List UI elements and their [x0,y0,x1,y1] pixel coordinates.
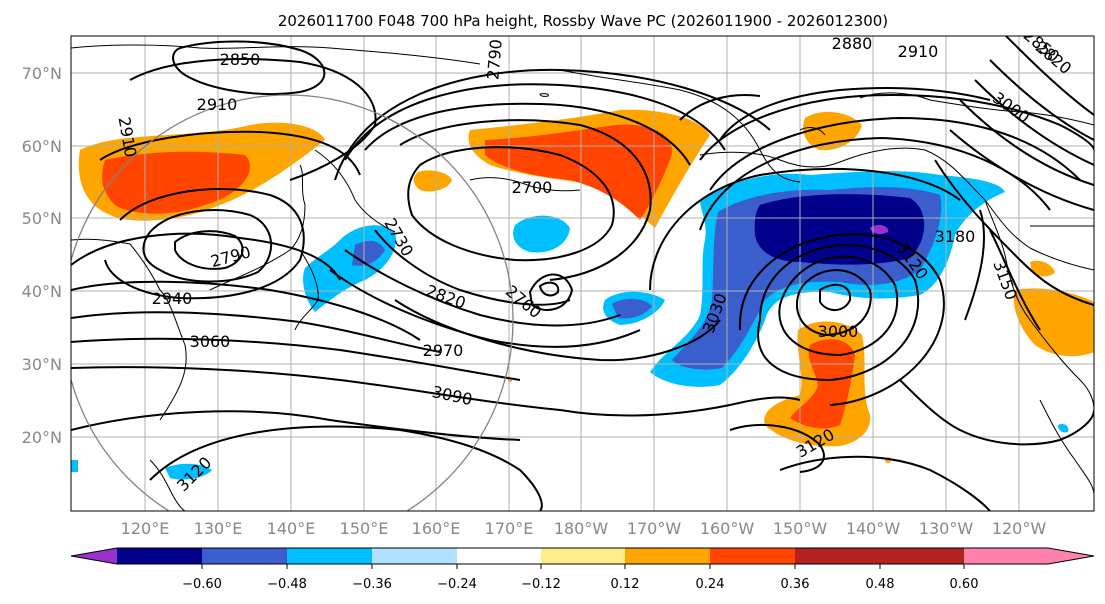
colorbar-tick-label: −0.48 [267,577,307,592]
lat-label: 20°N [22,428,62,447]
colorbar-tick-marks [201,564,965,569]
colorbar-swatch [457,548,541,564]
lon-label: 170°W [627,519,682,538]
colorbar-swatch [202,548,287,564]
colorbar-tick-label: 0.60 [950,577,979,592]
longitude-labels: 120°E 130°E 140°E 150°E 160°E 170°E 180°… [121,519,1047,538]
colorbar-tick-label: 0.24 [696,577,725,592]
positive-anomaly-shading [78,109,1094,463]
lon-label: 180°W [554,519,609,538]
colorbar-swatch [880,548,964,564]
lon-label: 150°E [340,519,389,538]
colorbar-swatch [372,548,457,564]
contour-label: 2880 [832,34,873,53]
colorbar-swatch [625,548,710,564]
lon-label: 120°E [121,519,170,538]
colorbar-swatch [287,548,372,564]
lat-label: 60°N [22,137,62,156]
graticule [71,36,1094,511]
lon-label: 170°E [485,519,534,538]
lon-label: 130°E [194,519,243,538]
colorbar-tick-label: 0.12 [611,577,640,592]
contour-label: 3000 [818,322,859,341]
colorbar-swatch [710,548,795,564]
lat-label: 70°N [22,64,62,83]
colorbar-swatch [117,548,202,564]
colorbar-tick-label: −0.24 [437,577,477,592]
lon-label: 130°W [919,519,974,538]
colorbar-extend-min [71,548,117,564]
colorbar-tick-label: 0.36 [781,577,810,592]
map-frame [70,35,1095,512]
contour-label: 3060 [190,332,231,351]
great-circle-ring [71,94,514,511]
map-title: 2026011700 F048 700 hPa height, Rossby W… [278,12,888,30]
latitude-labels: 70°N 60°N 50°N 40°N 30°N 20°N [22,64,62,447]
contour-label: 2970 [423,341,464,360]
colorbar-swatch [795,548,880,564]
contour-label: 2790 [483,38,505,80]
lon-label: 150°W [773,519,828,538]
contour-label: 2850 [220,50,261,69]
lon-label: 160°E [412,519,461,538]
contour-label: 2940 [152,289,193,308]
lon-label: 140°W [846,519,901,538]
colorbar: −0.60 −0.48 −0.36 −0.24 −0.12 0.12 0.24 … [70,547,1095,592]
lon-label: 120°W [992,519,1047,538]
lat-label: 40°N [22,282,62,301]
lon-label: 160°W [700,519,755,538]
coastlines [71,44,1094,511]
colorbar-tick-label: 0.48 [866,577,895,592]
contour-label: 2910 [898,42,939,61]
colorbar-tick-label: −0.12 [521,577,561,592]
map-area: 2850 2910 2910 2790 2940 3060 2730 2820 … [71,34,1094,511]
colorbar-tick-label: −0.36 [352,577,392,592]
colorbar-tick-label: −0.60 [182,577,222,592]
height-contours [71,36,1094,511]
colorbar-extend-max-shape [964,548,1094,564]
lat-label: 30°N [22,355,62,374]
contour-label: 2700 [512,178,553,197]
lon-label: 140°E [267,519,316,538]
colorbar-outline [70,547,1095,565]
contour-label: 2910 [197,95,238,114]
colorbar-swatch [541,548,625,564]
lat-label: 50°N [22,209,62,228]
contour-label: 3180 [935,227,976,246]
